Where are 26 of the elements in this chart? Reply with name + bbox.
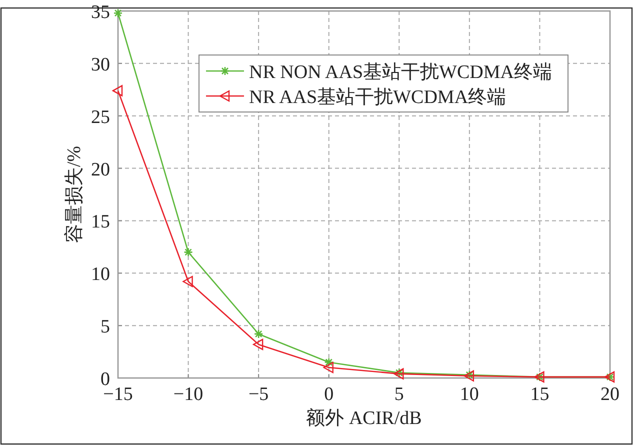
legend-label: NR AAS基站干扰WCDMA终端 [249, 87, 506, 108]
y-tick-label: 15 [91, 212, 110, 233]
y-axis-title: 容量损失/% [63, 146, 85, 244]
point [113, 8, 123, 18]
y-tick-label: 35 [91, 2, 110, 23]
point [184, 248, 193, 257]
y-tick-label: 20 [91, 159, 110, 180]
x-tick-label: 10 [460, 384, 479, 405]
point [112, 85, 123, 96]
x-tick-label: −10 [173, 384, 204, 405]
y-tick-label: 5 [100, 316, 110, 338]
x-axis-title: 额外 ACIR/dB [306, 407, 422, 429]
point [323, 362, 334, 374]
x-tick-label: 0 [324, 384, 334, 405]
x-tick-label: −5 [248, 384, 269, 405]
y-tick-label: 10 [91, 264, 110, 286]
point [182, 276, 193, 288]
point [254, 329, 264, 339]
point [324, 358, 334, 367]
x-tick-label: 5 [394, 384, 404, 405]
y-tick-label: 30 [91, 54, 110, 76]
point [252, 338, 264, 350]
y-tick-label: 25 [91, 106, 110, 128]
x-tick-label: 15 [530, 384, 550, 405]
legend-label: NR NON AAS基站干扰WCDMA终端 [249, 62, 552, 83]
x-tick-label: 20 [600, 384, 620, 405]
